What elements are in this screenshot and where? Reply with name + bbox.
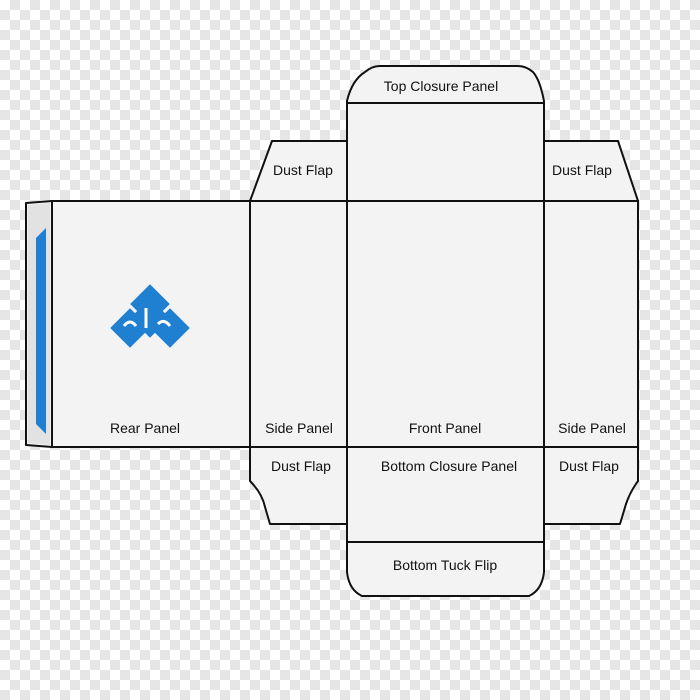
front-panel [346, 200, 545, 448]
top-closure-panel-label: Top Closure Panel [384, 78, 498, 94]
side-panel-left [249, 200, 348, 448]
dust-flap-top-right-label: Dust Flap [552, 162, 612, 178]
side-panel-left-label: Side Panel [265, 420, 333, 436]
side-panel-right [543, 200, 639, 448]
rear-panel-label: Rear Panel [110, 420, 180, 436]
dust-flap-bottom-left [249, 446, 348, 525]
front-panel-label: Front Panel [409, 420, 481, 436]
bottom-closure-panel-label: Bottom Closure Panel [381, 458, 517, 474]
side-panel-right-label: Side Panel [558, 420, 626, 436]
dust-flap-bottom-right [543, 446, 639, 525]
bottom-closure-panel [346, 446, 545, 543]
top-closure-panel [346, 65, 545, 202]
blue-edge-stripe [36, 228, 46, 434]
dust-flap-top-left-label: Dust Flap [273, 162, 333, 178]
dust-flap-bottom-right-label: Dust Flap [559, 458, 619, 474]
dust-flap-bottom-left-label: Dust Flap [271, 458, 331, 474]
bottom-tuck-flip-label: Bottom Tuck Flip [393, 557, 497, 573]
bottom-tuck-flip [346, 541, 545, 597]
